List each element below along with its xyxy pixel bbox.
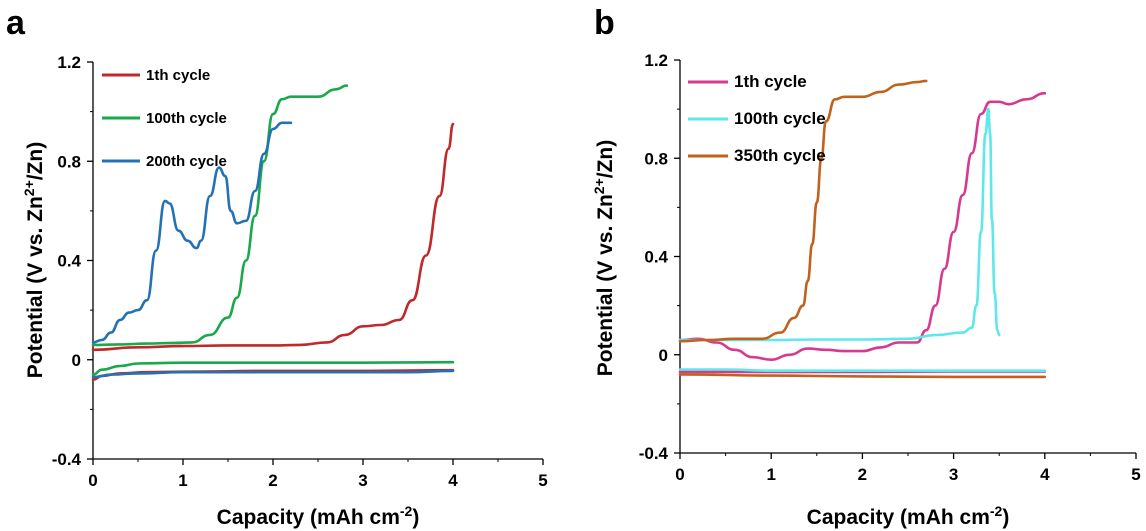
panel-b-x-tick-label: 5 [1131,465,1140,484]
panel-b-ylabel-sup: 2+ [591,178,607,194]
panel-b-x-tick-label: 1 [766,465,775,484]
panel-b-x-tick-label: 0 [675,465,684,484]
panel-a-x-tick-label: 0 [88,471,97,490]
panel-a-xlabel: Capacity (mAh cm [217,506,400,529]
panel-b-y-tick-label: 0 [659,346,668,365]
panel-b-yaxis-title: Potential (V vs. Zn2+/Zn) [591,140,617,376]
panel-a-y-tick-label: 0.8 [57,152,81,171]
panel-b-x-tick-label: 3 [949,465,958,484]
panel-a-xlabel-end: ) [412,506,419,529]
panel-a-plot-area: 0 1 2 3 4 5 -0.4 0 0.4 0.8 1.2 1th cycle 100th cycle… [52,53,548,490]
svg-text:Potential (V vs. Zn2+/Zn): Potential (V vs. Zn2+/Zn) [21,142,47,378]
panel-a-yaxis-title: Potential (V vs. Zn2+/Zn) [21,142,47,378]
panel-b-xaxis-title: Capacity (mAh cm-2) [807,503,1010,529]
panel-a-ylabel-end: /Zn) [24,142,47,180]
panel-b-y-tick-label: 0.8 [644,149,668,168]
panel-a-legend-label-100th-cycle: 100th cycle [146,110,227,127]
panel-b-series-350th-cycle-discharge-line [678,373,1047,379]
panel-a-xaxis-title: Capacity (mAh cm-2) [217,503,420,529]
panel-a-y-tick-label: 0 [72,351,81,370]
panel-a-y-tick-label: -0.4 [52,450,82,469]
panel-a-y-tick-label: 1.2 [57,53,81,72]
panel-b-series-100th-cycle-discharge-line [678,368,1047,373]
panel-b-y-tick-label: -0.4 [639,444,669,463]
panel-a-x-tick-label: 5 [538,471,547,490]
panel-a-letter: a [6,4,26,42]
panel-a-legend-label-200th-cycle: 200th cycle [146,153,227,170]
panel-a-series-100th-cycle-charge-line [91,84,349,347]
panel-b-legend-label-1th-cycle: 1th cycle [734,72,807,91]
panel-a-legend-label-1th-cycle: 1th cycle [146,67,210,84]
panel-b: b Potential (V vs. Zn2+/Zn) Capacity (mA… [591,4,1141,529]
panel-b-ylabel: Potential (V vs. Zn [594,194,617,376]
panel-a-series-200th-cycle-discharge-line [91,369,455,379]
panel-b-series-1th-cycle-charge-line [678,91,1047,361]
panel-a-series-1th-cycle-charge-line [91,122,455,352]
panel-a-x-tick-label: 2 [268,471,277,490]
panel-a-ylabel-sup: 2+ [21,180,37,196]
panel-a-series-100th-cycle-discharge-line [91,360,455,376]
panel-b-series-100th-cycle-charge-line [678,107,1001,342]
panel-b-letter: b [594,4,615,42]
panel-a: a Potential (V vs. Zn2+/Zn) Capacity (mA… [6,4,548,529]
panel-b-plot-area: 0 1 2 3 4 5 -0.4 0 0.4 0.8 1.2 1th cycle 100th cycle… [639,51,1141,484]
panel-b-xlabel-end: ) [1002,506,1009,529]
panel-a-y-tick-label: 0.4 [57,252,81,271]
panel-a-x-tick-label: 4 [448,471,458,490]
panel-b-series-350th-cycle-charge-line [678,79,928,343]
panel-a-series-200th-cycle-charge-line [91,121,293,344]
panel-b-ylabel-end: /Zn) [594,140,617,178]
panel-b-xlabel: Capacity (mAh cm [807,506,990,529]
panel-a-xlabel-sup: -2 [400,503,413,519]
panel-a-x-tick-label: 3 [358,471,367,490]
panel-b-legend-label-350th-cycle: 350th cycle [734,146,826,165]
panel-b-x-tick-label: 4 [1040,465,1050,484]
panel-b-x-tick-label: 2 [858,465,867,484]
panel-b-y-tick-label: 0.4 [644,248,668,267]
panel-b-y-tick-label: 1.2 [644,51,668,70]
svg-text:Potential (V vs. Zn2+/Zn): Potential (V vs. Zn2+/Zn) [591,140,617,376]
panel-a-ylabel: Potential (V vs. Zn [24,196,47,378]
panel-b-xlabel-sup: -2 [990,503,1003,519]
panel-a-x-tick-label: 1 [178,471,187,490]
panel-b-legend-label-100th-cycle: 100th cycle [734,109,826,128]
